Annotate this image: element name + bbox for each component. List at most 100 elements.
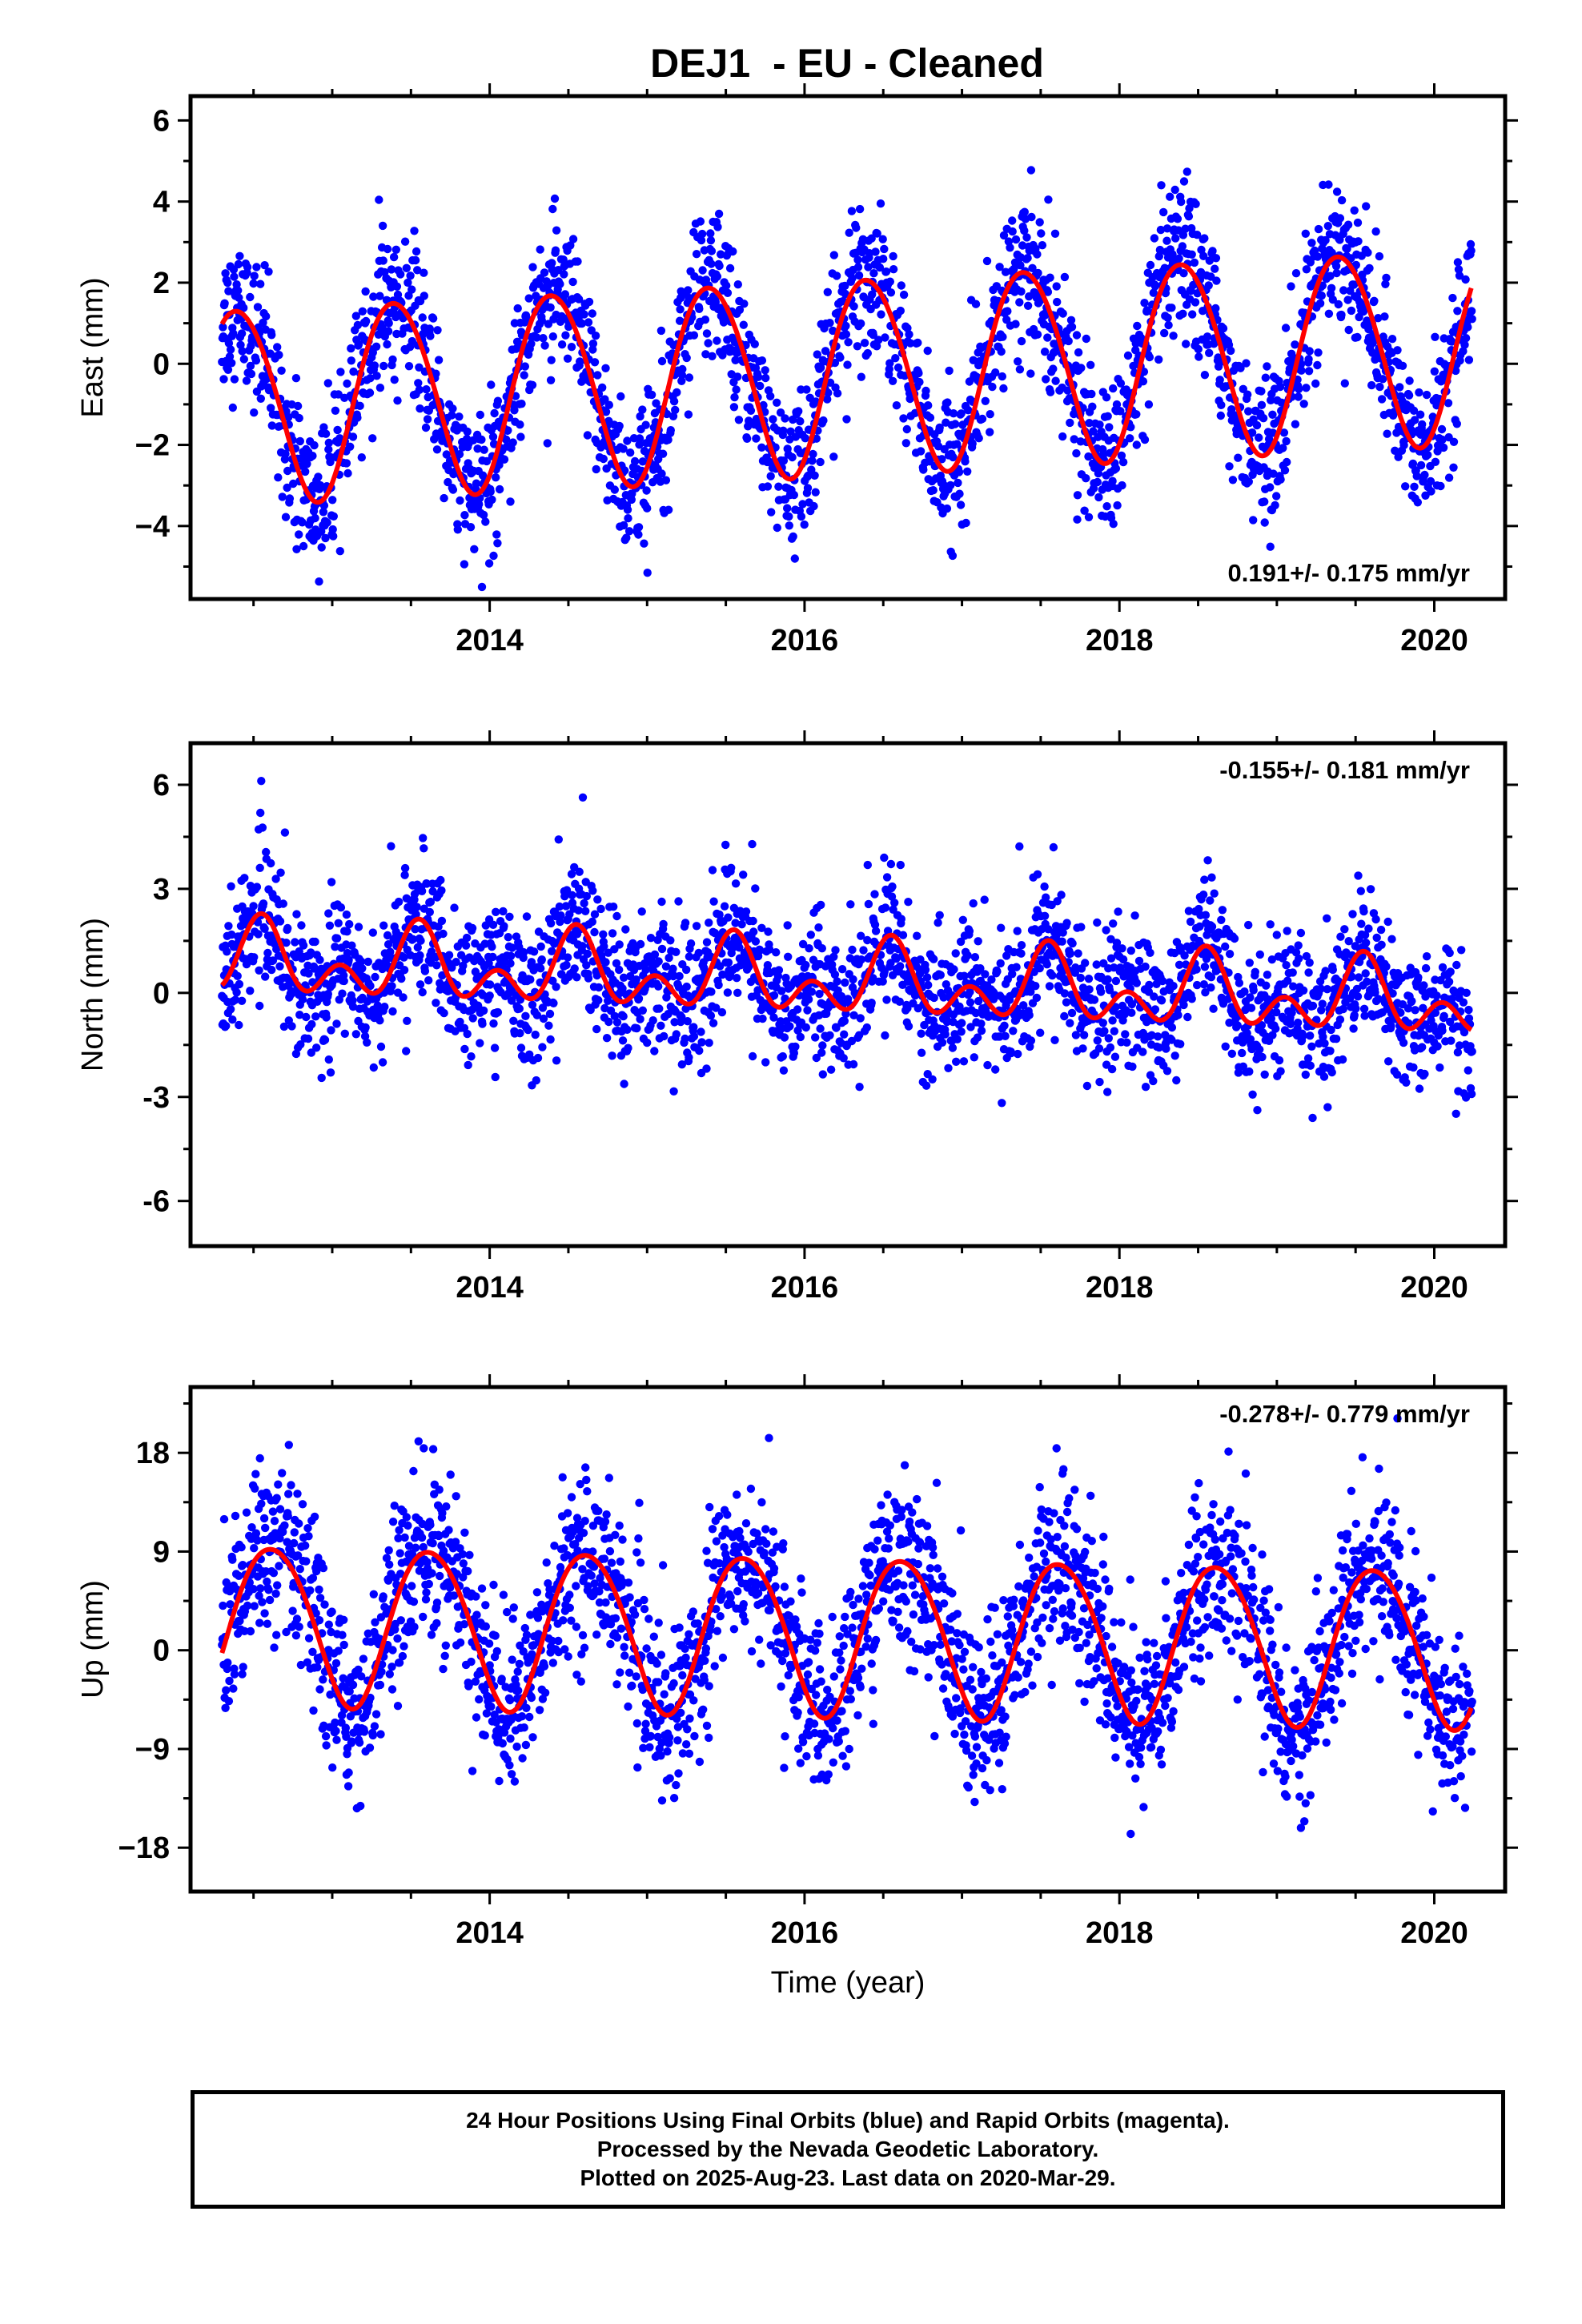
data-point bbox=[499, 907, 508, 916]
data-point bbox=[1100, 1027, 1109, 1035]
data-point bbox=[292, 545, 301, 553]
data-point bbox=[816, 457, 825, 467]
data-point bbox=[256, 279, 265, 288]
data-point bbox=[725, 263, 735, 273]
data-point bbox=[303, 1034, 313, 1043]
data-point bbox=[997, 923, 1006, 932]
data-point bbox=[1053, 297, 1062, 307]
data-point bbox=[267, 858, 275, 868]
data-point bbox=[1280, 466, 1290, 475]
data-point bbox=[324, 909, 333, 918]
data-point bbox=[488, 495, 496, 505]
data-point bbox=[328, 525, 337, 534]
data-point bbox=[757, 443, 766, 452]
data-point bbox=[1179, 177, 1189, 186]
data-point bbox=[508, 438, 517, 447]
data-point bbox=[500, 455, 509, 464]
data-point bbox=[1169, 982, 1178, 991]
data-point bbox=[1461, 334, 1471, 343]
data-point bbox=[1128, 1062, 1137, 1072]
x-tick-label: 2016 bbox=[771, 624, 839, 657]
data-point bbox=[609, 903, 618, 911]
data-point bbox=[428, 314, 438, 323]
data-point bbox=[1320, 1039, 1329, 1048]
data-point bbox=[1180, 951, 1189, 960]
data-point bbox=[753, 372, 763, 381]
data-point bbox=[798, 500, 807, 509]
data-point bbox=[426, 332, 435, 340]
data-point bbox=[1094, 1044, 1104, 1053]
data-point bbox=[684, 410, 693, 419]
data-point bbox=[1156, 225, 1166, 235]
data-point bbox=[223, 365, 233, 374]
data-point bbox=[348, 996, 357, 1005]
data-point bbox=[1008, 227, 1017, 236]
data-point bbox=[556, 279, 564, 288]
data-point bbox=[460, 1044, 469, 1054]
data-point bbox=[878, 977, 887, 986]
data-point bbox=[610, 485, 619, 494]
data-point bbox=[837, 965, 847, 974]
data-point bbox=[229, 329, 238, 338]
data-point bbox=[464, 1060, 472, 1070]
data-point bbox=[855, 204, 865, 214]
data-point bbox=[1326, 271, 1335, 280]
data-point bbox=[847, 1036, 857, 1046]
data-point bbox=[673, 388, 681, 397]
data-point bbox=[981, 970, 990, 979]
data-point bbox=[943, 398, 952, 407]
data-point bbox=[262, 847, 271, 857]
data-point bbox=[658, 449, 668, 458]
data-point bbox=[1233, 1021, 1243, 1030]
data-point bbox=[1112, 939, 1122, 947]
data-point bbox=[1110, 1027, 1119, 1035]
data-point bbox=[479, 510, 488, 520]
data-point bbox=[277, 366, 286, 375]
data-point bbox=[346, 442, 355, 451]
data-point bbox=[368, 434, 377, 443]
data-point bbox=[1335, 214, 1345, 223]
data-point bbox=[1043, 333, 1052, 342]
data-point bbox=[495, 460, 504, 469]
data-point bbox=[1301, 1070, 1311, 1080]
data-point bbox=[278, 493, 287, 501]
data-point bbox=[1301, 229, 1311, 238]
data-point bbox=[643, 504, 652, 513]
data-point bbox=[1202, 955, 1211, 963]
data-point bbox=[1193, 231, 1202, 239]
data-point bbox=[369, 1063, 378, 1072]
data-point bbox=[856, 1014, 865, 1023]
data-point bbox=[437, 916, 447, 926]
data-point bbox=[689, 331, 699, 340]
data-point bbox=[1375, 382, 1384, 392]
data-point bbox=[380, 1003, 389, 1011]
data-point bbox=[826, 1065, 836, 1074]
data-point bbox=[235, 1020, 243, 1030]
data-point bbox=[1170, 1051, 1179, 1060]
data-point bbox=[1188, 310, 1197, 319]
data-point bbox=[1276, 1067, 1285, 1076]
data-point bbox=[1375, 251, 1384, 261]
data-point bbox=[731, 356, 740, 364]
data-point bbox=[616, 392, 625, 401]
data-point bbox=[1105, 423, 1114, 432]
data-point bbox=[490, 1043, 500, 1052]
data-point bbox=[769, 991, 779, 1000]
data-point bbox=[709, 897, 718, 906]
data-point bbox=[1207, 973, 1216, 982]
data-point bbox=[388, 1007, 397, 1016]
data-point bbox=[890, 899, 899, 907]
data-point bbox=[929, 486, 938, 495]
data-point bbox=[1020, 226, 1029, 235]
data-point bbox=[448, 963, 456, 972]
data-point bbox=[1127, 999, 1137, 1009]
chart-title: DEJ1 - EU - Cleaned bbox=[650, 41, 1044, 86]
data-point bbox=[769, 415, 777, 424]
data-point bbox=[527, 340, 536, 348]
data-point bbox=[745, 963, 753, 971]
data-point bbox=[1337, 310, 1346, 320]
data-point bbox=[849, 975, 857, 984]
data-point bbox=[853, 342, 862, 351]
data-point bbox=[1443, 399, 1453, 408]
